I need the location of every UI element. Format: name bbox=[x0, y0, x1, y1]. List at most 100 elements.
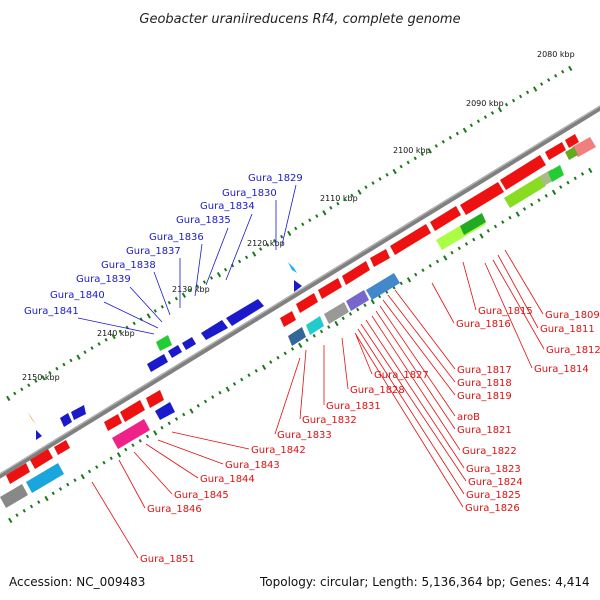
tick-mark bbox=[167, 421, 171, 426]
gene-label: Gura_1822 bbox=[462, 446, 517, 457]
tick-mark bbox=[532, 86, 538, 92]
tick-mark bbox=[441, 140, 445, 144]
label-leader bbox=[355, 334, 373, 375]
label-leader bbox=[462, 261, 477, 311]
tick-mark bbox=[551, 189, 557, 195]
gene-label: Gura_1833 bbox=[277, 430, 332, 441]
tick-mark bbox=[486, 229, 490, 233]
gene-label: Gura_1851 bbox=[140, 554, 195, 565]
tick-mark bbox=[350, 193, 354, 198]
tick-mark bbox=[29, 504, 34, 509]
tick-mark bbox=[223, 267, 228, 272]
tick-mark bbox=[104, 338, 108, 342]
labels-upper: Gura_1829 Gura_1830 Gura_1834 Gura_1835 … bbox=[24, 173, 303, 317]
tick-mark bbox=[189, 408, 194, 414]
label-leader bbox=[171, 431, 250, 450]
tick-mark bbox=[568, 65, 573, 72]
tick-mark bbox=[504, 102, 509, 107]
gene-feature bbox=[60, 413, 72, 427]
tick-mark bbox=[525, 90, 530, 95]
label-leader bbox=[205, 227, 229, 286]
tick-mark bbox=[406, 160, 410, 165]
tick-mark bbox=[457, 246, 461, 251]
tick-mark bbox=[237, 259, 242, 264]
tick-mark bbox=[554, 74, 558, 78]
tick-mark bbox=[145, 434, 150, 439]
genome-summary-text: Topology: circular; Length: 5,136,364 bp… bbox=[259, 575, 590, 589]
tick-mark bbox=[209, 276, 214, 280]
gene-feature bbox=[104, 414, 122, 431]
tick-mark bbox=[261, 364, 267, 370]
tick-mark bbox=[218, 390, 222, 395]
tick-mark bbox=[406, 277, 412, 283]
label-leader bbox=[492, 259, 545, 350]
gene-feature bbox=[318, 278, 342, 299]
label-leader bbox=[77, 317, 155, 335]
tick-mark bbox=[174, 296, 178, 301]
tick-mark bbox=[131, 443, 135, 447]
gene-feature bbox=[6, 463, 30, 484]
tick-mark bbox=[174, 417, 179, 421]
gene-feature bbox=[112, 419, 150, 449]
label-leader bbox=[129, 286, 163, 323]
gene-feature bbox=[182, 337, 196, 350]
tick-label: 2090 kbp bbox=[466, 99, 504, 108]
tick-mark bbox=[41, 375, 46, 381]
tick-mark bbox=[493, 224, 498, 229]
tick-mark bbox=[371, 181, 375, 185]
gene-feature bbox=[280, 311, 296, 327]
gene-feature bbox=[430, 206, 461, 231]
gene-label: Gura_1829 bbox=[248, 173, 303, 184]
label-leader bbox=[484, 262, 533, 369]
gene-feature bbox=[460, 182, 504, 215]
tick-mark bbox=[544, 194, 548, 198]
label-leaders-upper bbox=[77, 184, 297, 335]
tick-mark bbox=[87, 469, 92, 474]
tick-mark bbox=[490, 111, 495, 115]
tick-mark bbox=[561, 69, 565, 74]
label-leader bbox=[360, 323, 467, 482]
gene-label: Gura_1819 bbox=[457, 391, 512, 402]
gene-feature bbox=[342, 261, 370, 285]
label-leader bbox=[91, 481, 139, 559]
label-leader bbox=[357, 328, 465, 495]
gene-feature bbox=[120, 400, 145, 422]
tick-dots bbox=[6, 65, 593, 524]
gene-label: Gura_1831 bbox=[326, 401, 381, 412]
tick-mark bbox=[211, 395, 215, 399]
tick-mark bbox=[414, 272, 418, 277]
tick-mark bbox=[62, 362, 66, 367]
label-leader bbox=[387, 294, 456, 383]
gene-feature bbox=[0, 484, 28, 508]
gene-feature bbox=[168, 345, 182, 358]
tick-mark bbox=[8, 517, 13, 524]
tick-mark bbox=[540, 82, 544, 86]
tick-mark bbox=[385, 173, 389, 177]
tick-mark bbox=[51, 491, 55, 496]
gene-label: Gura_1823 bbox=[466, 464, 521, 475]
tick-mark bbox=[537, 198, 541, 202]
gene-feature bbox=[565, 147, 578, 160]
tick-mark bbox=[392, 168, 397, 175]
gene-label: Gura_1832 bbox=[302, 415, 357, 426]
tick-mark bbox=[370, 299, 375, 305]
gene-feature bbox=[288, 327, 306, 346]
label-leader bbox=[133, 451, 173, 495]
gene-features bbox=[0, 134, 596, 508]
label-leader bbox=[281, 184, 297, 246]
tick-mark bbox=[399, 281, 403, 286]
tick-mark bbox=[73, 478, 77, 482]
tick-mark bbox=[280, 234, 284, 239]
tick-mark bbox=[232, 382, 237, 386]
tick-mark bbox=[27, 383, 31, 387]
tick-mark bbox=[413, 156, 417, 161]
label-leader bbox=[225, 213, 253, 281]
gene-feature bbox=[294, 280, 302, 292]
tick-mark bbox=[501, 220, 505, 224]
tick-mark bbox=[305, 338, 309, 342]
gene-label: Gura_1826 bbox=[465, 503, 520, 514]
tick-mark bbox=[559, 185, 563, 189]
tick-mark bbox=[244, 255, 249, 260]
tick-mark bbox=[343, 197, 347, 202]
tick-mark bbox=[69, 358, 73, 363]
